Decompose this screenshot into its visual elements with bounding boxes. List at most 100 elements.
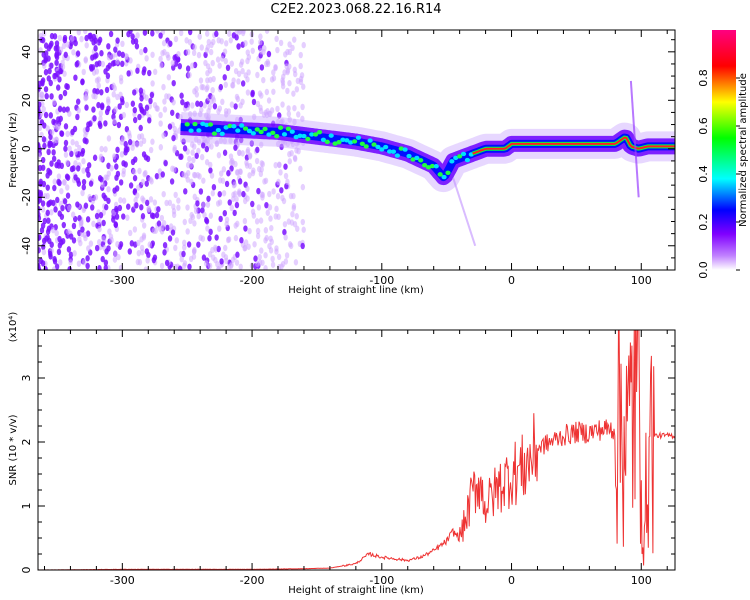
noise-speckle — [282, 221, 288, 228]
trace-bright-blob — [324, 139, 330, 145]
noise-speckle — [216, 152, 222, 159]
noise-speckle — [56, 248, 62, 256]
colorbar-tick-label: 0.4 — [697, 165, 710, 183]
trace-bright-blob — [410, 157, 416, 162]
noise-speckle — [262, 178, 267, 185]
noise-speckle — [67, 204, 72, 212]
snr-ticks: -300 -200 -100 0 100 0 1 2 3 — [20, 330, 675, 587]
noise-speckle — [45, 192, 50, 200]
noise-speckle — [113, 250, 118, 258]
noise-speckle — [129, 240, 135, 247]
noise-speckle — [51, 266, 57, 270]
noise-speckle — [259, 141, 264, 148]
noise-speckle — [207, 67, 213, 74]
noise-speckle — [101, 235, 106, 243]
noise-speckle — [139, 48, 144, 56]
noise-speckle — [118, 196, 123, 204]
noise-speckle — [144, 104, 150, 111]
noise-speckle — [116, 121, 122, 129]
noise-speckle — [135, 67, 140, 74]
noise-speckle — [198, 100, 204, 108]
noise-speckle — [117, 204, 123, 212]
noise-speckle — [274, 245, 279, 252]
noise-speckle — [279, 187, 284, 194]
noise-speckle — [53, 206, 58, 213]
noise-speckle — [66, 246, 72, 253]
noise-speckle — [214, 30, 219, 38]
noise-speckle — [143, 154, 149, 161]
noise-speckle — [271, 88, 276, 95]
noise-speckle — [134, 202, 139, 209]
trace-bright-blob — [394, 153, 400, 158]
noise-speckle — [230, 157, 235, 165]
noise-speckle — [205, 136, 210, 144]
noise-speckle — [109, 165, 114, 172]
noise-speckle — [271, 69, 276, 76]
noise-speckle — [196, 147, 201, 155]
noise-speckle — [190, 149, 195, 156]
noise-speckle — [239, 136, 244, 144]
noise-speckle — [135, 32, 140, 39]
noise-speckle — [132, 168, 137, 176]
noise-speckle — [258, 33, 263, 40]
noise-speckle — [76, 260, 82, 267]
noise-speckle — [294, 147, 299, 154]
trace-bright-blob — [344, 138, 350, 143]
noise-speckle — [237, 178, 243, 185]
noise-speckle — [266, 50, 272, 58]
noise-speckle — [48, 199, 53, 206]
noise-speckle — [191, 156, 196, 164]
noise-speckle — [243, 40, 248, 47]
noise-speckle — [234, 201, 240, 209]
noise-speckle — [128, 182, 134, 189]
noise-speckle — [88, 180, 94, 187]
noise-speckle — [38, 80, 42, 88]
colorbar: 0.0 0.2 0.4 0.6 0.8 Normalized spectral ampl… — [697, 30, 749, 279]
noise-speckle — [49, 40, 54, 47]
noise-speckle — [283, 163, 288, 170]
noise-speckle — [136, 239, 141, 247]
noise-speckle — [62, 198, 68, 205]
noise-speckle — [162, 48, 167, 56]
noise-speckle — [75, 177, 81, 184]
noise-speckle — [201, 254, 207, 261]
noise-speckle — [62, 89, 68, 97]
noise-speckle — [43, 50, 49, 57]
trace-bright-blob — [305, 136, 311, 142]
noise-speckle — [230, 82, 236, 89]
noise-speckle — [113, 106, 118, 113]
noise-speckle — [216, 245, 221, 253]
noise-speckle — [45, 209, 50, 217]
noise-speckle — [117, 50, 122, 57]
noise-speckle — [201, 201, 206, 209]
noise-speckle — [67, 110, 72, 117]
noise-speckle — [130, 100, 136, 107]
noise-speckle — [46, 148, 51, 156]
noise-speckle — [97, 120, 102, 128]
noise-speckle — [134, 43, 140, 50]
noise-speckle — [287, 241, 293, 248]
noise-speckle — [245, 195, 250, 202]
noise-speckle — [295, 77, 301, 85]
noise-speckle — [223, 81, 228, 88]
noise-speckle — [59, 130, 64, 137]
noise-speckle — [150, 80, 155, 87]
noise-speckle — [57, 105, 63, 113]
noise-speckle — [175, 55, 181, 63]
noise-speckle — [211, 183, 217, 191]
noise-speckle — [66, 228, 71, 235]
noise-speckle — [178, 30, 184, 37]
noise-speckle — [238, 263, 243, 270]
noise-speckle — [226, 170, 231, 177]
noise-speckle — [176, 197, 181, 204]
trace-bright-blob — [371, 142, 377, 147]
noise-speckle — [295, 225, 300, 232]
noise-speckle — [100, 60, 106, 68]
noise-speckle — [97, 265, 102, 270]
noise-speckle — [243, 72, 248, 79]
noise-speckle — [111, 91, 116, 98]
noise-speckle — [161, 132, 166, 139]
noise-speckle — [217, 105, 223, 112]
trace-bright-blob — [242, 126, 249, 131]
noise-speckle — [138, 87, 144, 94]
